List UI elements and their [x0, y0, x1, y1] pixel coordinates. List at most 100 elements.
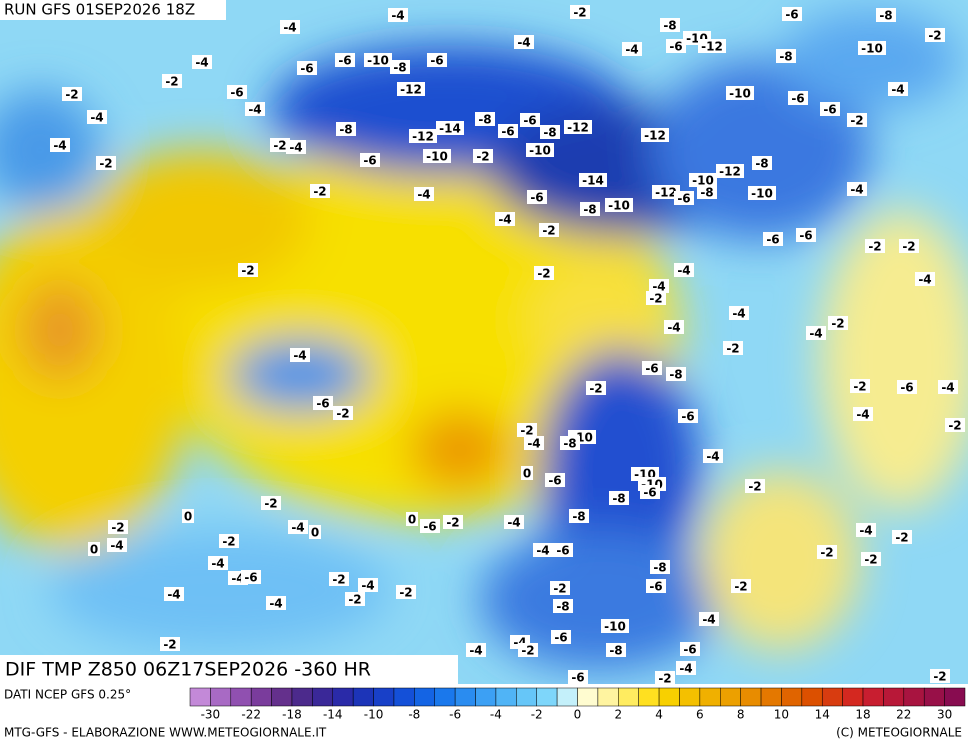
color-swatch [699, 687, 721, 707]
color-swatch [230, 687, 252, 707]
label-box [420, 519, 440, 533]
label-box [390, 60, 410, 74]
label-box [601, 619, 629, 633]
color-swatch [801, 687, 823, 707]
contour-label: -6 [430, 54, 443, 68]
contour-label: -8 [669, 368, 682, 382]
label-box [427, 53, 447, 67]
color-swatch [679, 687, 701, 707]
contour-label: -4 [469, 644, 482, 658]
colorbar-label: 18 [855, 708, 870, 722]
contour-label: -4 [625, 43, 638, 57]
label-box [182, 509, 194, 523]
label-box [336, 122, 356, 136]
label-box [678, 409, 698, 423]
label-box [309, 525, 321, 539]
contour-label: -6 [501, 125, 514, 139]
contour-label: -2 [99, 157, 112, 171]
label-box [335, 53, 355, 67]
contour-label: -6 [363, 154, 376, 168]
contour-label: -4 [211, 557, 224, 571]
label-box [806, 326, 826, 340]
color-swatch [760, 687, 782, 707]
colorbar-label: -8 [408, 708, 420, 722]
label-box [726, 86, 754, 100]
contour-label: -2 [446, 516, 459, 530]
label-box [475, 112, 495, 126]
color-swatch [577, 687, 599, 707]
color-swatch [740, 687, 762, 707]
contour-label: -8 [393, 61, 406, 75]
label-box [108, 520, 128, 534]
label-box [539, 223, 559, 237]
color-swatch [434, 687, 456, 707]
contour-label: -8 [612, 492, 625, 506]
contour-label: -6 [649, 580, 662, 594]
label-box [641, 128, 669, 142]
label-box [266, 596, 286, 610]
contour-label: -12 [701, 40, 723, 54]
contour-label: -6 [681, 410, 694, 424]
label-box [674, 263, 694, 277]
color-swatch [414, 687, 435, 707]
contour-label: -2 [165, 75, 178, 89]
contour-label: -2 [553, 582, 566, 596]
label-box [329, 572, 349, 586]
colorbar-label: 14 [815, 708, 830, 722]
colorbar-label: 10 [774, 708, 789, 722]
label-box [160, 637, 180, 651]
contour-label: -8 [700, 186, 713, 200]
contour-label: -4 [110, 539, 123, 553]
label-box [238, 263, 258, 277]
color-swatch [332, 687, 354, 707]
contour-label: -2 [820, 546, 833, 560]
contour-label: -4 [536, 544, 549, 558]
color-swatch [352, 687, 374, 707]
colorbar-label: 2 [614, 708, 622, 722]
label-box [697, 185, 717, 199]
label-box [227, 85, 247, 99]
color-swatch [556, 687, 578, 707]
contour-label: -6 [244, 571, 257, 585]
label-box [605, 198, 633, 212]
label-box [606, 643, 626, 657]
contour-label: -4 [527, 437, 540, 451]
contour-label: -6 [766, 233, 779, 247]
label-box [551, 630, 571, 644]
label-box [586, 381, 606, 395]
label-box [443, 515, 463, 529]
label-box [853, 407, 873, 421]
label-box [423, 149, 451, 163]
label-box [892, 530, 912, 544]
contour-label: -12 [400, 83, 422, 97]
color-swatch [781, 687, 803, 707]
contour-label: -2 [336, 407, 349, 421]
contour-label: -2 [933, 670, 946, 684]
color-swatch [658, 687, 680, 707]
contour-label: -4 [291, 521, 304, 535]
label-box [288, 520, 308, 534]
label-box [107, 538, 127, 552]
label-box [676, 661, 696, 675]
label-box [664, 320, 684, 334]
contour-label: -4 [53, 139, 66, 153]
color-swatch [250, 687, 272, 707]
contour-label: -4 [507, 516, 520, 530]
color-swatch [475, 687, 497, 707]
color-swatch [638, 687, 660, 707]
colorbar-label: 4 [655, 708, 663, 722]
label-box [642, 361, 662, 375]
contour-label: -4 [361, 579, 374, 593]
contour-label: -2 [111, 521, 124, 535]
contour-label: -6 [530, 191, 543, 205]
label-box [652, 185, 680, 199]
label-box [414, 187, 434, 201]
contour-label: -4 [289, 141, 302, 155]
contour-label: -2 [264, 497, 277, 511]
label-box [409, 129, 437, 143]
label-box [345, 592, 365, 606]
contour-label: -8 [572, 510, 585, 524]
contour-label: -10 [751, 187, 773, 201]
contour-label: -10 [729, 87, 751, 101]
